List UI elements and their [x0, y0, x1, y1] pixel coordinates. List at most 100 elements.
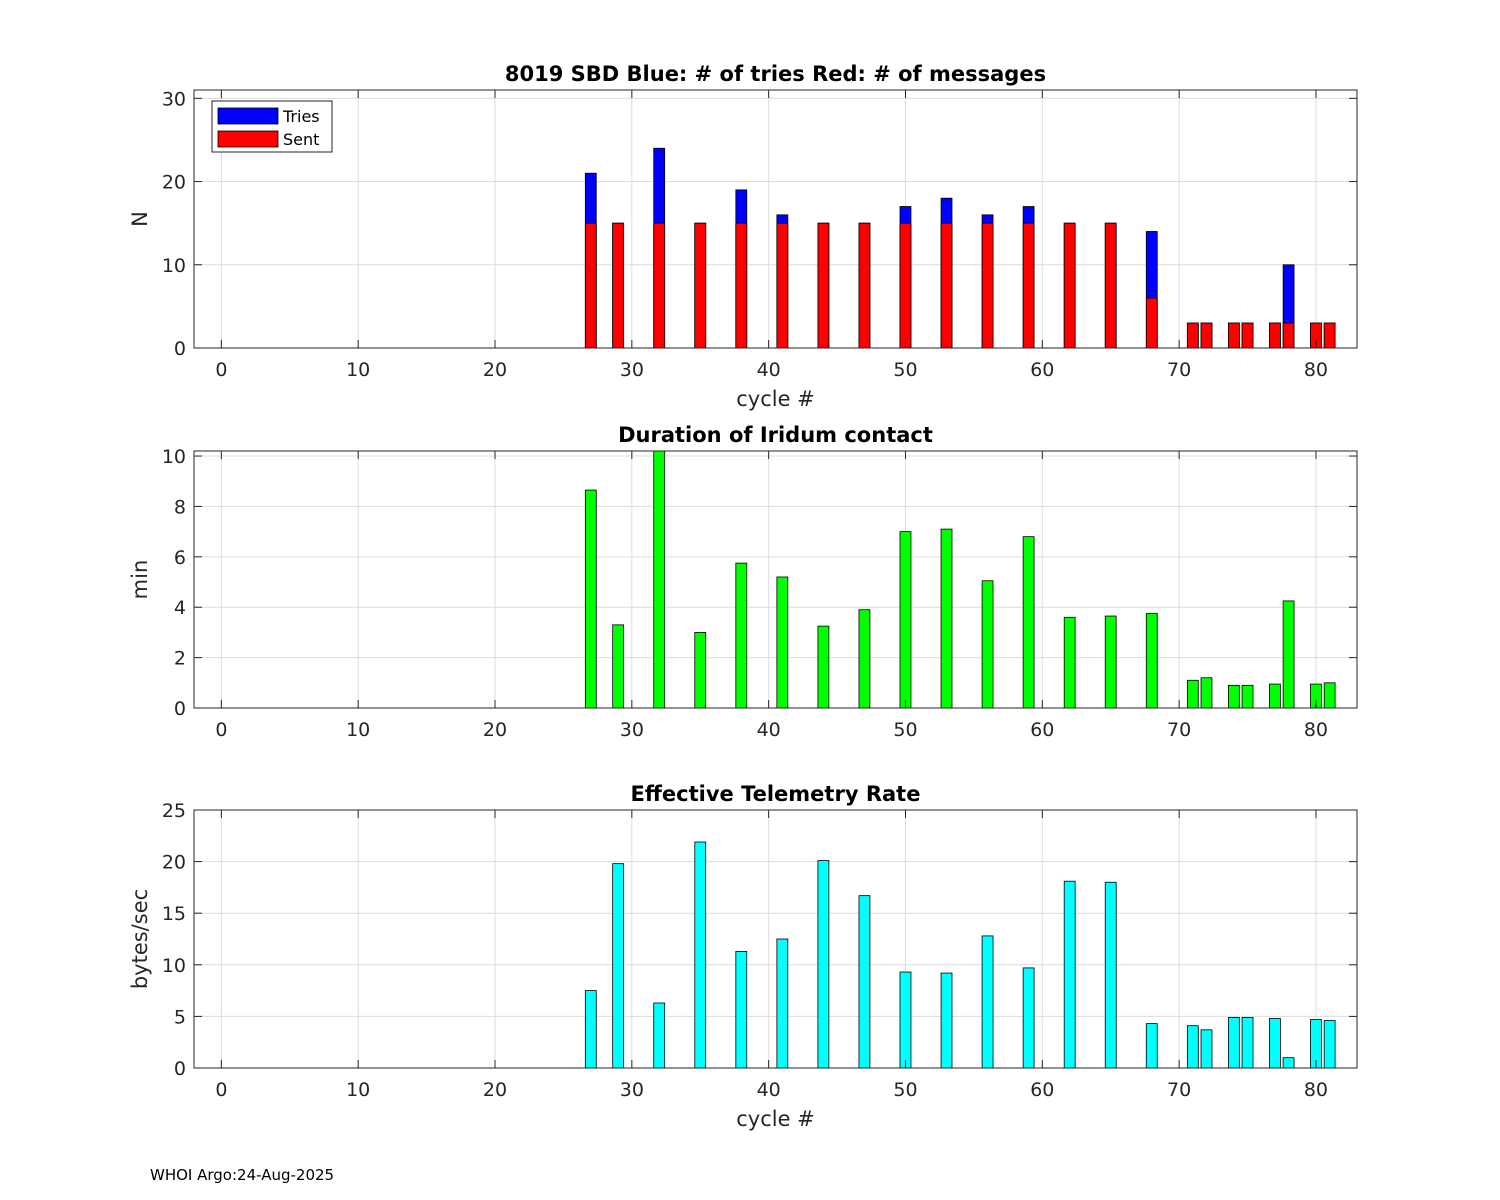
bar-duration-cycle-32 [653, 450, 666, 709]
y-tick-label: 2 [174, 648, 186, 670]
y-tick-label: 20 [162, 172, 186, 194]
bar-sent-cycle-81 [1323, 322, 1336, 349]
x-tick-label: 0 [215, 359, 227, 381]
bar-duration-cycle-35 [694, 632, 707, 709]
bar-rate-cycle-29 [612, 863, 625, 1069]
y-axis-label: min [128, 560, 152, 600]
bar-rate-cycle-68 [1145, 1023, 1158, 1069]
bar-sent-cycle-62 [1063, 222, 1076, 349]
y-tick-label: 5 [174, 1006, 186, 1028]
bar-rate-cycle-72 [1200, 1029, 1213, 1069]
bar-duration-cycle-78 [1282, 600, 1295, 709]
axes-box [193, 809, 1358, 1069]
bar-rate-cycle-53 [940, 972, 953, 1069]
legend-label-tries: Tries [282, 107, 320, 126]
x-tick-label: 50 [893, 359, 917, 381]
bar-sent-cycle-53 [940, 222, 953, 349]
bar-rate-cycle-50 [899, 971, 912, 1069]
y-tick-label: 20 [162, 852, 186, 874]
y-tick-label: 10 [162, 955, 186, 977]
bar-duration-cycle-75 [1241, 684, 1254, 709]
bar-sent-cycle-27 [584, 222, 597, 349]
x-tick-label: 30 [620, 1079, 644, 1101]
bar-rate-cycle-75 [1241, 1017, 1254, 1069]
y-tick-label: 0 [174, 698, 186, 720]
bar-sent-cycle-35 [694, 222, 707, 349]
x-axis-label: cycle # [736, 1107, 815, 1131]
bar-sent-cycle-56 [981, 222, 994, 349]
y-tick-label: 30 [162, 88, 186, 110]
x-tick-label: 60 [1030, 719, 1054, 741]
bar-rate-cycle-71 [1186, 1025, 1199, 1069]
y-tick-label: 0 [174, 338, 186, 360]
plot-area [194, 810, 1357, 1068]
legend-swatch-sent [217, 130, 279, 148]
y-axis-label: bytes/sec [128, 889, 152, 989]
bar-sent-cycle-29 [612, 222, 625, 349]
bar-duration-cycle-50 [899, 531, 912, 709]
bar-sent-cycle-72 [1200, 322, 1213, 349]
bar-rate-cycle-41 [776, 938, 789, 1069]
x-tick-label: 20 [483, 719, 507, 741]
bar-duration-cycle-62 [1063, 616, 1076, 709]
bar-sent-cycle-44 [817, 222, 830, 349]
x-tick-label: 50 [893, 719, 917, 741]
x-tick-label: 40 [757, 1079, 781, 1101]
y-tick-label: 8 [174, 496, 186, 518]
x-tick-label: 80 [1304, 1079, 1328, 1101]
y-tick-label: 10 [162, 446, 186, 468]
x-tick-label: 50 [893, 1079, 917, 1101]
x-tick-label: 60 [1030, 359, 1054, 381]
x-tick-label: 70 [1167, 359, 1191, 381]
bar-rate-cycle-81 [1323, 1020, 1336, 1069]
bar-rate-cycle-47 [858, 895, 871, 1069]
bar-duration-cycle-29 [612, 624, 625, 709]
bar-duration-cycle-68 [1145, 613, 1158, 709]
y-tick-label: 10 [162, 255, 186, 277]
bar-rate-cycle-65 [1104, 881, 1117, 1069]
x-axis-label: cycle # [736, 387, 815, 411]
axes-box [193, 450, 1358, 709]
bar-rate-cycle-56 [981, 935, 994, 1069]
chart-panel-2: 0 10 20 30 40 50 60 70 80 0 2 4 6 8 10 Duration of Irid… [128, 423, 1358, 741]
bar-duration-cycle-72 [1200, 677, 1213, 709]
bar-duration-cycle-56 [981, 580, 994, 709]
bar-duration-cycle-81 [1323, 682, 1336, 709]
bar-sent-cycle-74 [1227, 322, 1240, 349]
x-tick-label: 10 [346, 1079, 370, 1101]
x-tick-label: 30 [620, 719, 644, 741]
x-tick-label: 30 [620, 359, 644, 381]
y-tick-label: 15 [162, 903, 186, 925]
bar-rate-cycle-74 [1227, 1017, 1240, 1069]
footer-stamp: WHOI Argo:24-Aug-2025 [150, 1166, 335, 1184]
bar-sent-cycle-38 [735, 222, 748, 349]
chart-title: Duration of Iridum contact [618, 423, 933, 447]
x-tick-label: 60 [1030, 1079, 1054, 1101]
x-tick-label: 20 [483, 359, 507, 381]
plot-area [194, 451, 1357, 708]
bar-duration-cycle-71 [1186, 679, 1199, 709]
bar-rate-cycle-27 [584, 990, 597, 1069]
bar-rate-cycle-38 [735, 950, 748, 1069]
legend: Tries Sent [211, 100, 333, 153]
bar-sent-cycle-77 [1269, 322, 1281, 349]
bar-sent-cycle-68 [1145, 297, 1158, 349]
chart-panel-1: 0 10 20 30 40 50 60 70 80 0 10 20 30 8019 SBD Blue: #… [128, 62, 1358, 411]
x-tick-label: 40 [757, 359, 781, 381]
axes-box [193, 89, 1358, 349]
x-tick-label: 80 [1304, 719, 1328, 741]
bar-rate-cycle-77 [1269, 1018, 1281, 1069]
legend-swatch-tries [217, 107, 279, 125]
bar-duration-cycle-47 [858, 609, 871, 709]
bar-sent-cycle-75 [1241, 322, 1254, 349]
x-tick-label: 70 [1167, 719, 1191, 741]
bar-sent-cycle-78 [1282, 322, 1295, 349]
bar-sent-cycle-71 [1186, 322, 1199, 349]
bar-sent-cycle-50 [899, 222, 912, 349]
bar-rate-cycle-35 [694, 841, 707, 1069]
bar-rate-cycle-59 [1022, 967, 1035, 1069]
chart-title: 8019 SBD Blue: # of tries Red: # of mess… [505, 62, 1046, 86]
bar-duration-cycle-41 [776, 576, 789, 709]
bar-sent-cycle-47 [858, 222, 871, 349]
